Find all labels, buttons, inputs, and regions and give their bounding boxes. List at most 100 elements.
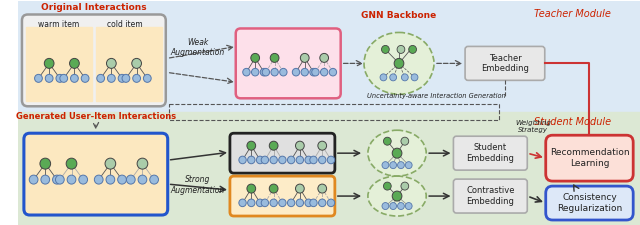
Circle shape <box>252 68 259 76</box>
Circle shape <box>44 58 54 68</box>
Circle shape <box>296 184 304 193</box>
Circle shape <box>248 199 255 207</box>
Circle shape <box>40 158 51 169</box>
Circle shape <box>97 74 104 82</box>
Circle shape <box>41 175 50 184</box>
Circle shape <box>287 156 295 164</box>
FancyBboxPatch shape <box>22 14 166 106</box>
Circle shape <box>118 175 127 184</box>
Text: Student
Embedding: Student Embedding <box>467 144 515 163</box>
Text: Recommendation
Learning: Recommendation Learning <box>550 148 629 168</box>
Circle shape <box>127 175 135 184</box>
Circle shape <box>329 68 337 76</box>
Circle shape <box>409 45 417 53</box>
Circle shape <box>257 199 264 207</box>
Circle shape <box>319 156 326 164</box>
Circle shape <box>411 74 418 81</box>
Ellipse shape <box>364 32 434 94</box>
Circle shape <box>248 156 255 164</box>
Circle shape <box>251 53 260 62</box>
Circle shape <box>270 156 277 164</box>
Ellipse shape <box>368 176 426 216</box>
Circle shape <box>60 74 68 82</box>
Circle shape <box>67 175 76 184</box>
Circle shape <box>327 199 335 207</box>
Ellipse shape <box>368 130 426 176</box>
Circle shape <box>138 175 147 184</box>
Circle shape <box>392 191 402 201</box>
Circle shape <box>262 68 269 76</box>
FancyBboxPatch shape <box>236 29 340 98</box>
Bar <box>96 27 162 101</box>
Circle shape <box>305 199 312 207</box>
Circle shape <box>270 199 277 207</box>
Circle shape <box>383 182 391 190</box>
Circle shape <box>118 74 126 82</box>
Circle shape <box>394 58 404 68</box>
Bar <box>26 27 92 101</box>
Text: Student Module: Student Module <box>534 117 611 127</box>
Circle shape <box>390 162 397 169</box>
Text: Original Interactions: Original Interactions <box>41 2 147 11</box>
Circle shape <box>122 74 130 82</box>
Text: GNN Backbone: GNN Backbone <box>362 11 436 20</box>
Text: Strong
Augmentation: Strong Augmentation <box>171 176 225 195</box>
Circle shape <box>247 141 255 150</box>
Circle shape <box>300 53 309 62</box>
Circle shape <box>70 74 78 82</box>
Circle shape <box>401 137 409 145</box>
Circle shape <box>278 199 286 207</box>
Text: Teacher
Embedding: Teacher Embedding <box>481 54 529 73</box>
Circle shape <box>137 158 148 169</box>
Circle shape <box>70 58 79 68</box>
Circle shape <box>405 162 412 169</box>
Circle shape <box>318 184 326 193</box>
Circle shape <box>56 74 64 82</box>
Circle shape <box>310 68 317 76</box>
Circle shape <box>296 156 303 164</box>
FancyBboxPatch shape <box>24 133 168 215</box>
Circle shape <box>79 175 88 184</box>
Circle shape <box>143 74 151 82</box>
Circle shape <box>296 199 303 207</box>
Bar <box>18 0 640 112</box>
Circle shape <box>106 175 115 184</box>
Circle shape <box>239 199 246 207</box>
Text: Generated User-Item Interactions: Generated User-Item Interactions <box>16 112 176 121</box>
Circle shape <box>397 162 404 169</box>
Circle shape <box>269 141 278 150</box>
Circle shape <box>260 68 268 76</box>
Circle shape <box>150 175 159 184</box>
Circle shape <box>312 68 319 76</box>
Circle shape <box>261 156 269 164</box>
Circle shape <box>278 156 286 164</box>
Text: Uncertainty-aware Interaction Generation: Uncertainty-aware Interaction Generation <box>367 93 506 99</box>
Text: Consistency
Regularization: Consistency Regularization <box>557 193 622 213</box>
Circle shape <box>380 74 387 81</box>
Circle shape <box>305 156 312 164</box>
Circle shape <box>52 175 61 184</box>
FancyBboxPatch shape <box>546 135 633 181</box>
Circle shape <box>105 158 116 169</box>
Circle shape <box>392 148 402 158</box>
Circle shape <box>382 202 388 209</box>
Circle shape <box>271 68 278 76</box>
FancyBboxPatch shape <box>453 136 527 170</box>
Circle shape <box>287 199 295 207</box>
Circle shape <box>292 68 300 76</box>
Circle shape <box>35 74 42 82</box>
Circle shape <box>132 74 141 82</box>
Circle shape <box>106 58 116 68</box>
Text: Weighting
Strategy: Weighting Strategy <box>515 120 551 133</box>
Circle shape <box>382 162 388 169</box>
Circle shape <box>310 156 317 164</box>
FancyBboxPatch shape <box>230 133 335 173</box>
FancyBboxPatch shape <box>453 179 527 213</box>
Circle shape <box>318 141 326 150</box>
Circle shape <box>321 68 328 76</box>
Circle shape <box>247 184 255 193</box>
Text: Contrastive
Embedding: Contrastive Embedding <box>466 186 515 206</box>
Circle shape <box>401 74 408 81</box>
FancyBboxPatch shape <box>230 176 335 216</box>
Circle shape <box>269 184 278 193</box>
